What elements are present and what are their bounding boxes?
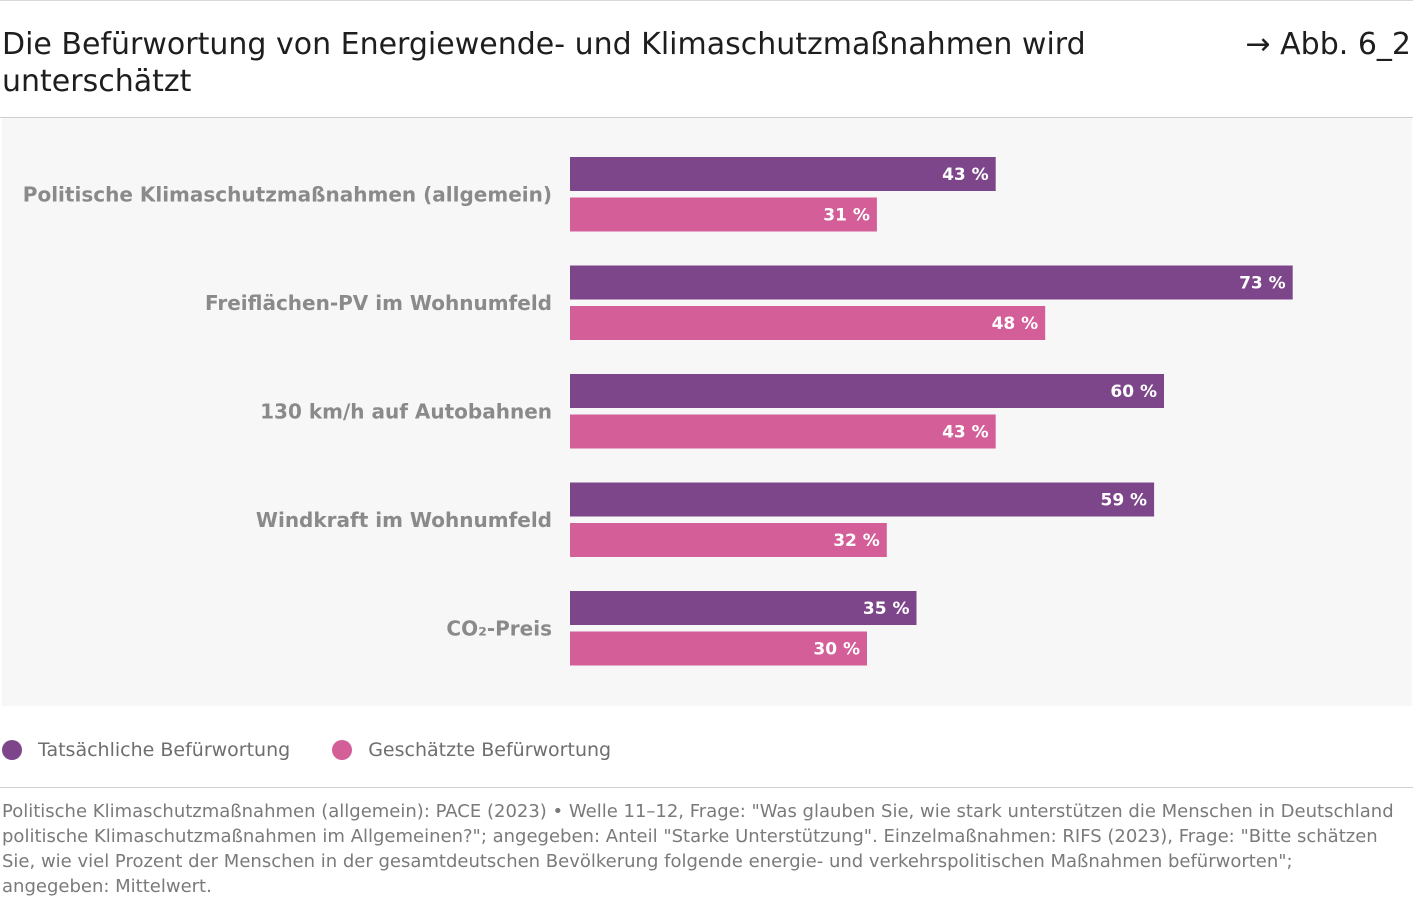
bar-estimated-co-preis — [570, 631, 867, 666]
legend-item-actual: Tatsächliche Befürwortung — [2, 739, 290, 761]
source-note: Politische Klimaschutzmaßnahmen (allgeme… — [2, 801, 1394, 897]
value-label-estimated-co-preis: 30 % — [813, 640, 860, 660]
chart-title: Die Befürwortung von Energiewende- und K… — [2, 27, 1086, 99]
chart-plot-area: Politische Klimaschutzmaßnahmen (allgeme… — [2, 118, 1412, 706]
legend-swatch-actual — [2, 740, 22, 760]
bar-estimated-windkraft-im-wohnumfeld — [570, 523, 887, 557]
value-label-estimated-politische-klimaschutzma-nahmen-allgemein: 31 % — [823, 206, 870, 226]
value-label-estimated-130-km-h-auf-autobahnen: 43 % — [942, 423, 989, 443]
bar-estimated-politische-klimaschutzma-nahmen-allgemein — [570, 197, 877, 232]
bar-actual-windkraft-im-wohnumfeld — [570, 482, 1155, 517]
legend-label-estimated: Geschätzte Befürwortung — [368, 739, 612, 761]
figure-reference-link[interactable]: → Abb. 6_2 — [1245, 27, 1411, 62]
category-label-politische-klimaschutzma-nahmen-allgemein: Politische Klimaschutzmaßnahmen (allgeme… — [23, 182, 552, 206]
value-label-actual-130-km-h-auf-autobahnen: 60 % — [1110, 382, 1157, 402]
category-label-freifl-chen-pv-im-wohnumfeld: Freiflächen-PV im Wohnumfeld — [205, 291, 552, 315]
legend-item-estimated: Geschätzte Befürwortung — [332, 739, 611, 761]
bar-estimated-130-km-h-auf-autobahnen — [570, 414, 996, 449]
bar-actual-freifl-chen-pv-im-wohnumfeld — [570, 265, 1293, 300]
category-label-130-km-h-auf-autobahnen: 130 km/h auf Autobahnen — [260, 399, 552, 423]
footer-divider — [0, 787, 1413, 788]
value-label-actual-freifl-chen-pv-im-wohnumfeld: 73 % — [1239, 274, 1286, 294]
bar-estimated-freifl-chen-pv-im-wohnumfeld — [570, 306, 1046, 340]
bar-chart: Politische Klimaschutzmaßnahmen (allgeme… — [23, 157, 1293, 666]
top-rule — [0, 0, 1413, 1]
category-label-co-preis: CO₂-Preis — [446, 616, 552, 640]
bar-actual-130-km-h-auf-autobahnen — [570, 374, 1164, 408]
value-label-actual-co-preis: 35 % — [863, 599, 910, 619]
category-label-windkraft-im-wohnumfeld: Windkraft im Wohnumfeld — [256, 508, 552, 532]
chart-legend: Tatsächliche Befürwortung Geschätzte Bef… — [2, 735, 653, 765]
header-divider — [0, 117, 1413, 118]
value-label-estimated-freifl-chen-pv-im-wohnumfeld: 48 % — [992, 314, 1039, 334]
value-label-actual-politische-klimaschutzma-nahmen-allgemein: 43 % — [942, 165, 989, 185]
value-label-actual-windkraft-im-wohnumfeld: 59 % — [1100, 491, 1147, 511]
bar-actual-co-preis — [570, 591, 917, 625]
value-label-estimated-windkraft-im-wohnumfeld: 32 % — [833, 531, 880, 551]
legend-label-actual: Tatsächliche Befürwortung — [38, 739, 291, 761]
bar-actual-politische-klimaschutzma-nahmen-allgemein — [570, 157, 996, 191]
legend-swatch-estimated — [332, 740, 353, 760]
